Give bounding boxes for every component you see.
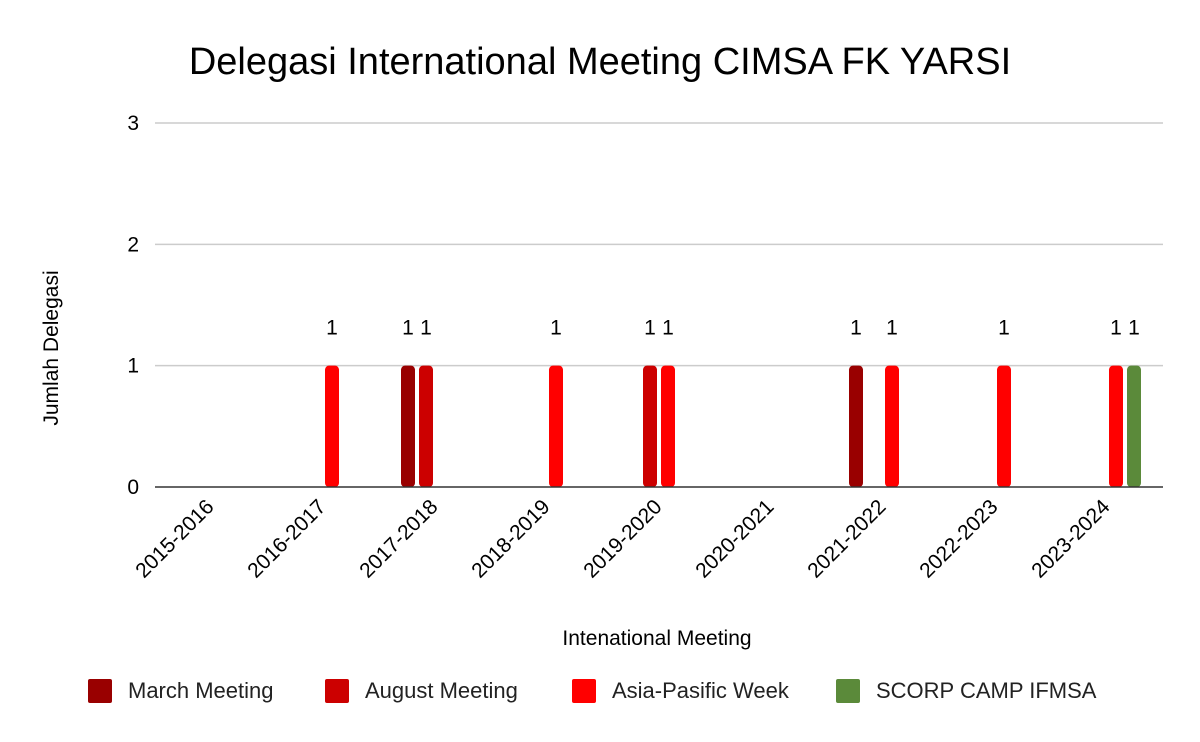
bar xyxy=(401,365,415,487)
y-axis-ticks: 0 1 2 3 xyxy=(127,112,139,499)
x-tick-label: 2022-2023 xyxy=(915,495,1002,582)
bar xyxy=(1127,365,1141,487)
data-label: 1 xyxy=(326,317,338,340)
y-tick-label: 3 xyxy=(127,112,139,135)
bar xyxy=(849,365,863,487)
data-label: 1 xyxy=(886,317,898,340)
data-label: 1 xyxy=(420,317,432,340)
legend-swatch xyxy=(836,679,860,703)
data-label: 1 xyxy=(550,317,562,340)
x-tick-label: 2021-2022 xyxy=(803,495,890,582)
chart-title: Delegasi International Meeting CIMSA FK … xyxy=(189,41,1011,83)
legend-swatch xyxy=(88,679,112,703)
gridlines xyxy=(155,122,1163,367)
legend-entry: August Meeting xyxy=(365,678,518,703)
legend-entry: Asia-Pasific Week xyxy=(612,678,790,703)
x-axis-ticks: 2015-2016 2016-2017 2017-2018 2018-2019 2019… xyxy=(131,495,1115,583)
data-label: 1 xyxy=(1128,317,1140,340)
bar xyxy=(643,365,657,487)
x-tick-label: 2020-2021 xyxy=(691,495,778,582)
data-label: 1 xyxy=(850,317,862,340)
bar xyxy=(549,365,563,487)
legend-swatch xyxy=(572,679,596,703)
bars xyxy=(325,365,1141,487)
data-label: 1 xyxy=(402,317,414,340)
data-label: 1 xyxy=(662,317,674,340)
x-tick-label: 2015-2016 xyxy=(131,495,218,582)
x-tick-label: 2018-2019 xyxy=(467,495,554,582)
x-tick-label: 2017-2018 xyxy=(355,495,442,582)
legend: March Meeting August Meeting Asia-Pasific … xyxy=(88,678,1097,703)
y-tick-label: 1 xyxy=(127,355,139,378)
y-tick-label: 0 xyxy=(127,476,139,499)
bar xyxy=(661,365,675,487)
legend-entry: March Meeting xyxy=(128,678,274,703)
bar xyxy=(1109,365,1123,487)
bar xyxy=(325,365,339,487)
x-axis-title: Intenational Meeting xyxy=(562,627,751,650)
legend-entry: SCORP CAMP IFMSA xyxy=(876,678,1097,703)
data-label: 1 xyxy=(998,317,1010,340)
data-label: 1 xyxy=(1110,317,1122,340)
legend-swatch xyxy=(325,679,349,703)
bar xyxy=(419,365,433,487)
x-tick-label: 2016-2017 xyxy=(243,495,330,582)
bar xyxy=(885,365,899,487)
y-axis-title: Jumlah Delegasi xyxy=(40,270,63,425)
x-tick-label: 2019-2020 xyxy=(579,495,666,582)
data-label: 1 xyxy=(644,317,656,340)
y-tick-label: 2 xyxy=(127,233,139,256)
x-tick-label: 2023-2024 xyxy=(1027,495,1115,583)
bar xyxy=(997,365,1011,487)
